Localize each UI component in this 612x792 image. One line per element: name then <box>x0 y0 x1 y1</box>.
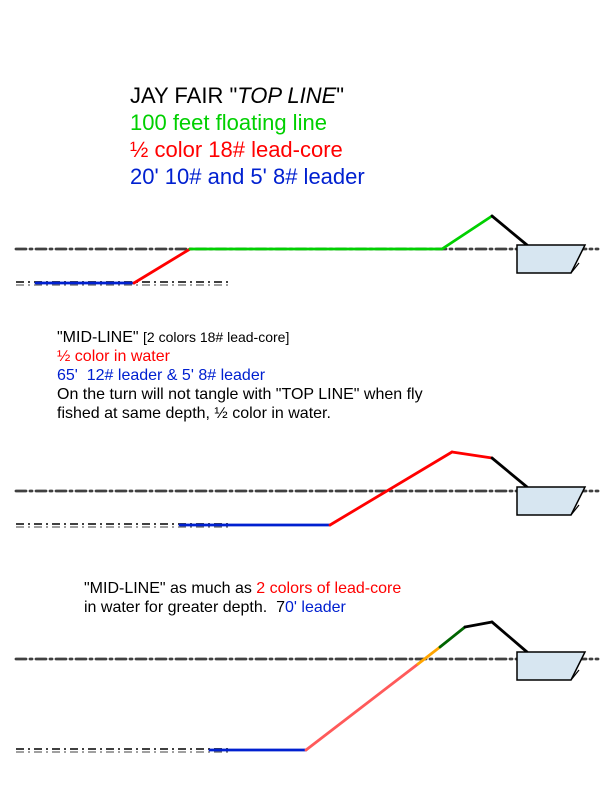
line-segment <box>465 622 492 627</box>
title-line2: 100 feet floating line <box>130 110 327 136</box>
mid-line3: 65' 12# leader & 5' 8# leader <box>57 367 265 385</box>
line-segment <box>330 452 452 525</box>
title-post: " <box>336 83 344 108</box>
mid-line4: On the turn will not tangle with "TOP LI… <box>57 386 423 404</box>
title-line3: ½ color 18# lead-core <box>130 137 343 163</box>
mid-line2: ½ color in water <box>57 348 170 366</box>
line-segment <box>492 216 527 245</box>
line-segment <box>418 647 440 664</box>
mid-line5: fished at same depth, ½ color in water. <box>57 405 331 423</box>
deep-line1: "MID-LINE" as much as 2 colors of lead-c… <box>84 580 401 598</box>
line-segment <box>492 458 527 487</box>
line-segment <box>442 216 492 249</box>
deep-line2: in water for greater depth. 70' leader <box>84 599 346 617</box>
title-topline: TOP LINE <box>237 83 336 108</box>
title-line1: JAY FAIR "TOP LINE" <box>130 83 344 109</box>
line-segment <box>306 664 418 750</box>
line-segment <box>452 452 492 458</box>
line-segment <box>134 249 190 283</box>
title-line4: 20' 10# and 5' 8# leader <box>130 164 365 190</box>
title-pre: JAY FAIR " <box>130 83 237 108</box>
mid-line1: "MID-LINE" [2 colors 18# lead-core] <box>57 329 289 347</box>
line-segment <box>492 622 527 652</box>
line-segment <box>440 627 465 647</box>
